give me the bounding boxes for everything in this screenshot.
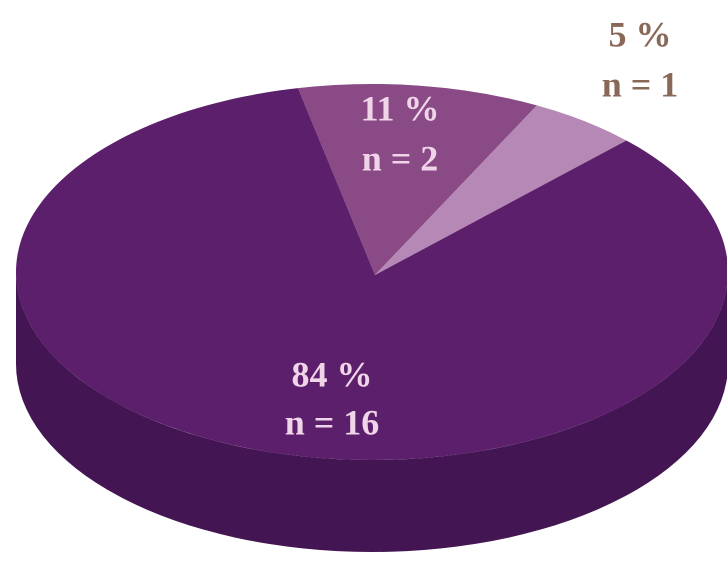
- count-label: n = 1: [602, 64, 679, 104]
- slice: [16, 88, 727, 460]
- value-label: 5 %: [609, 14, 672, 54]
- count-label: n = 16: [285, 402, 380, 442]
- slice-side: [16, 272, 727, 552]
- count-label: n = 2: [362, 138, 439, 178]
- value-label: 11 %: [360, 88, 439, 128]
- slice: [297, 84, 537, 275]
- slice: [375, 105, 627, 275]
- value-label: 84 %: [292, 354, 373, 394]
